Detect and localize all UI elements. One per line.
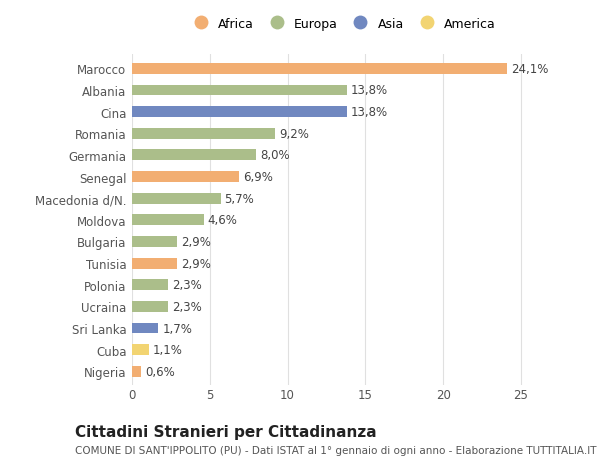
- Bar: [132, 129, 275, 140]
- Text: 2,9%: 2,9%: [181, 257, 211, 270]
- Text: 13,8%: 13,8%: [350, 84, 388, 97]
- Bar: [132, 107, 347, 118]
- Bar: [132, 366, 142, 377]
- Legend: Africa, Europa, Asia, America: Africa, Europa, Asia, America: [185, 15, 499, 33]
- Text: 5,7%: 5,7%: [224, 192, 254, 205]
- Text: 2,3%: 2,3%: [172, 279, 202, 291]
- Bar: [132, 323, 158, 334]
- Bar: [132, 150, 256, 161]
- Text: 9,2%: 9,2%: [279, 128, 309, 140]
- Bar: [132, 85, 347, 96]
- Text: 1,7%: 1,7%: [163, 322, 192, 335]
- Text: COMUNE DI SANT'IPPOLITO (PU) - Dati ISTAT al 1° gennaio di ogni anno - Elaborazi: COMUNE DI SANT'IPPOLITO (PU) - Dati ISTA…: [75, 445, 596, 455]
- Text: Cittadini Stranieri per Cittadinanza: Cittadini Stranieri per Cittadinanza: [75, 425, 377, 440]
- Text: 6,9%: 6,9%: [243, 171, 273, 184]
- Text: 2,9%: 2,9%: [181, 235, 211, 248]
- Bar: [132, 193, 221, 204]
- Bar: [132, 345, 149, 355]
- Text: 0,6%: 0,6%: [145, 365, 175, 378]
- Bar: [132, 64, 507, 74]
- Bar: [132, 172, 239, 183]
- Text: 1,1%: 1,1%: [153, 343, 183, 356]
- Text: 13,8%: 13,8%: [350, 106, 388, 119]
- Bar: [132, 301, 168, 312]
- Text: 24,1%: 24,1%: [511, 62, 548, 76]
- Bar: [132, 236, 177, 247]
- Bar: [132, 215, 203, 226]
- Text: 2,3%: 2,3%: [172, 300, 202, 313]
- Text: 8,0%: 8,0%: [260, 149, 290, 162]
- Text: 4,6%: 4,6%: [208, 214, 238, 227]
- Bar: [132, 258, 177, 269]
- Bar: [132, 280, 168, 291]
